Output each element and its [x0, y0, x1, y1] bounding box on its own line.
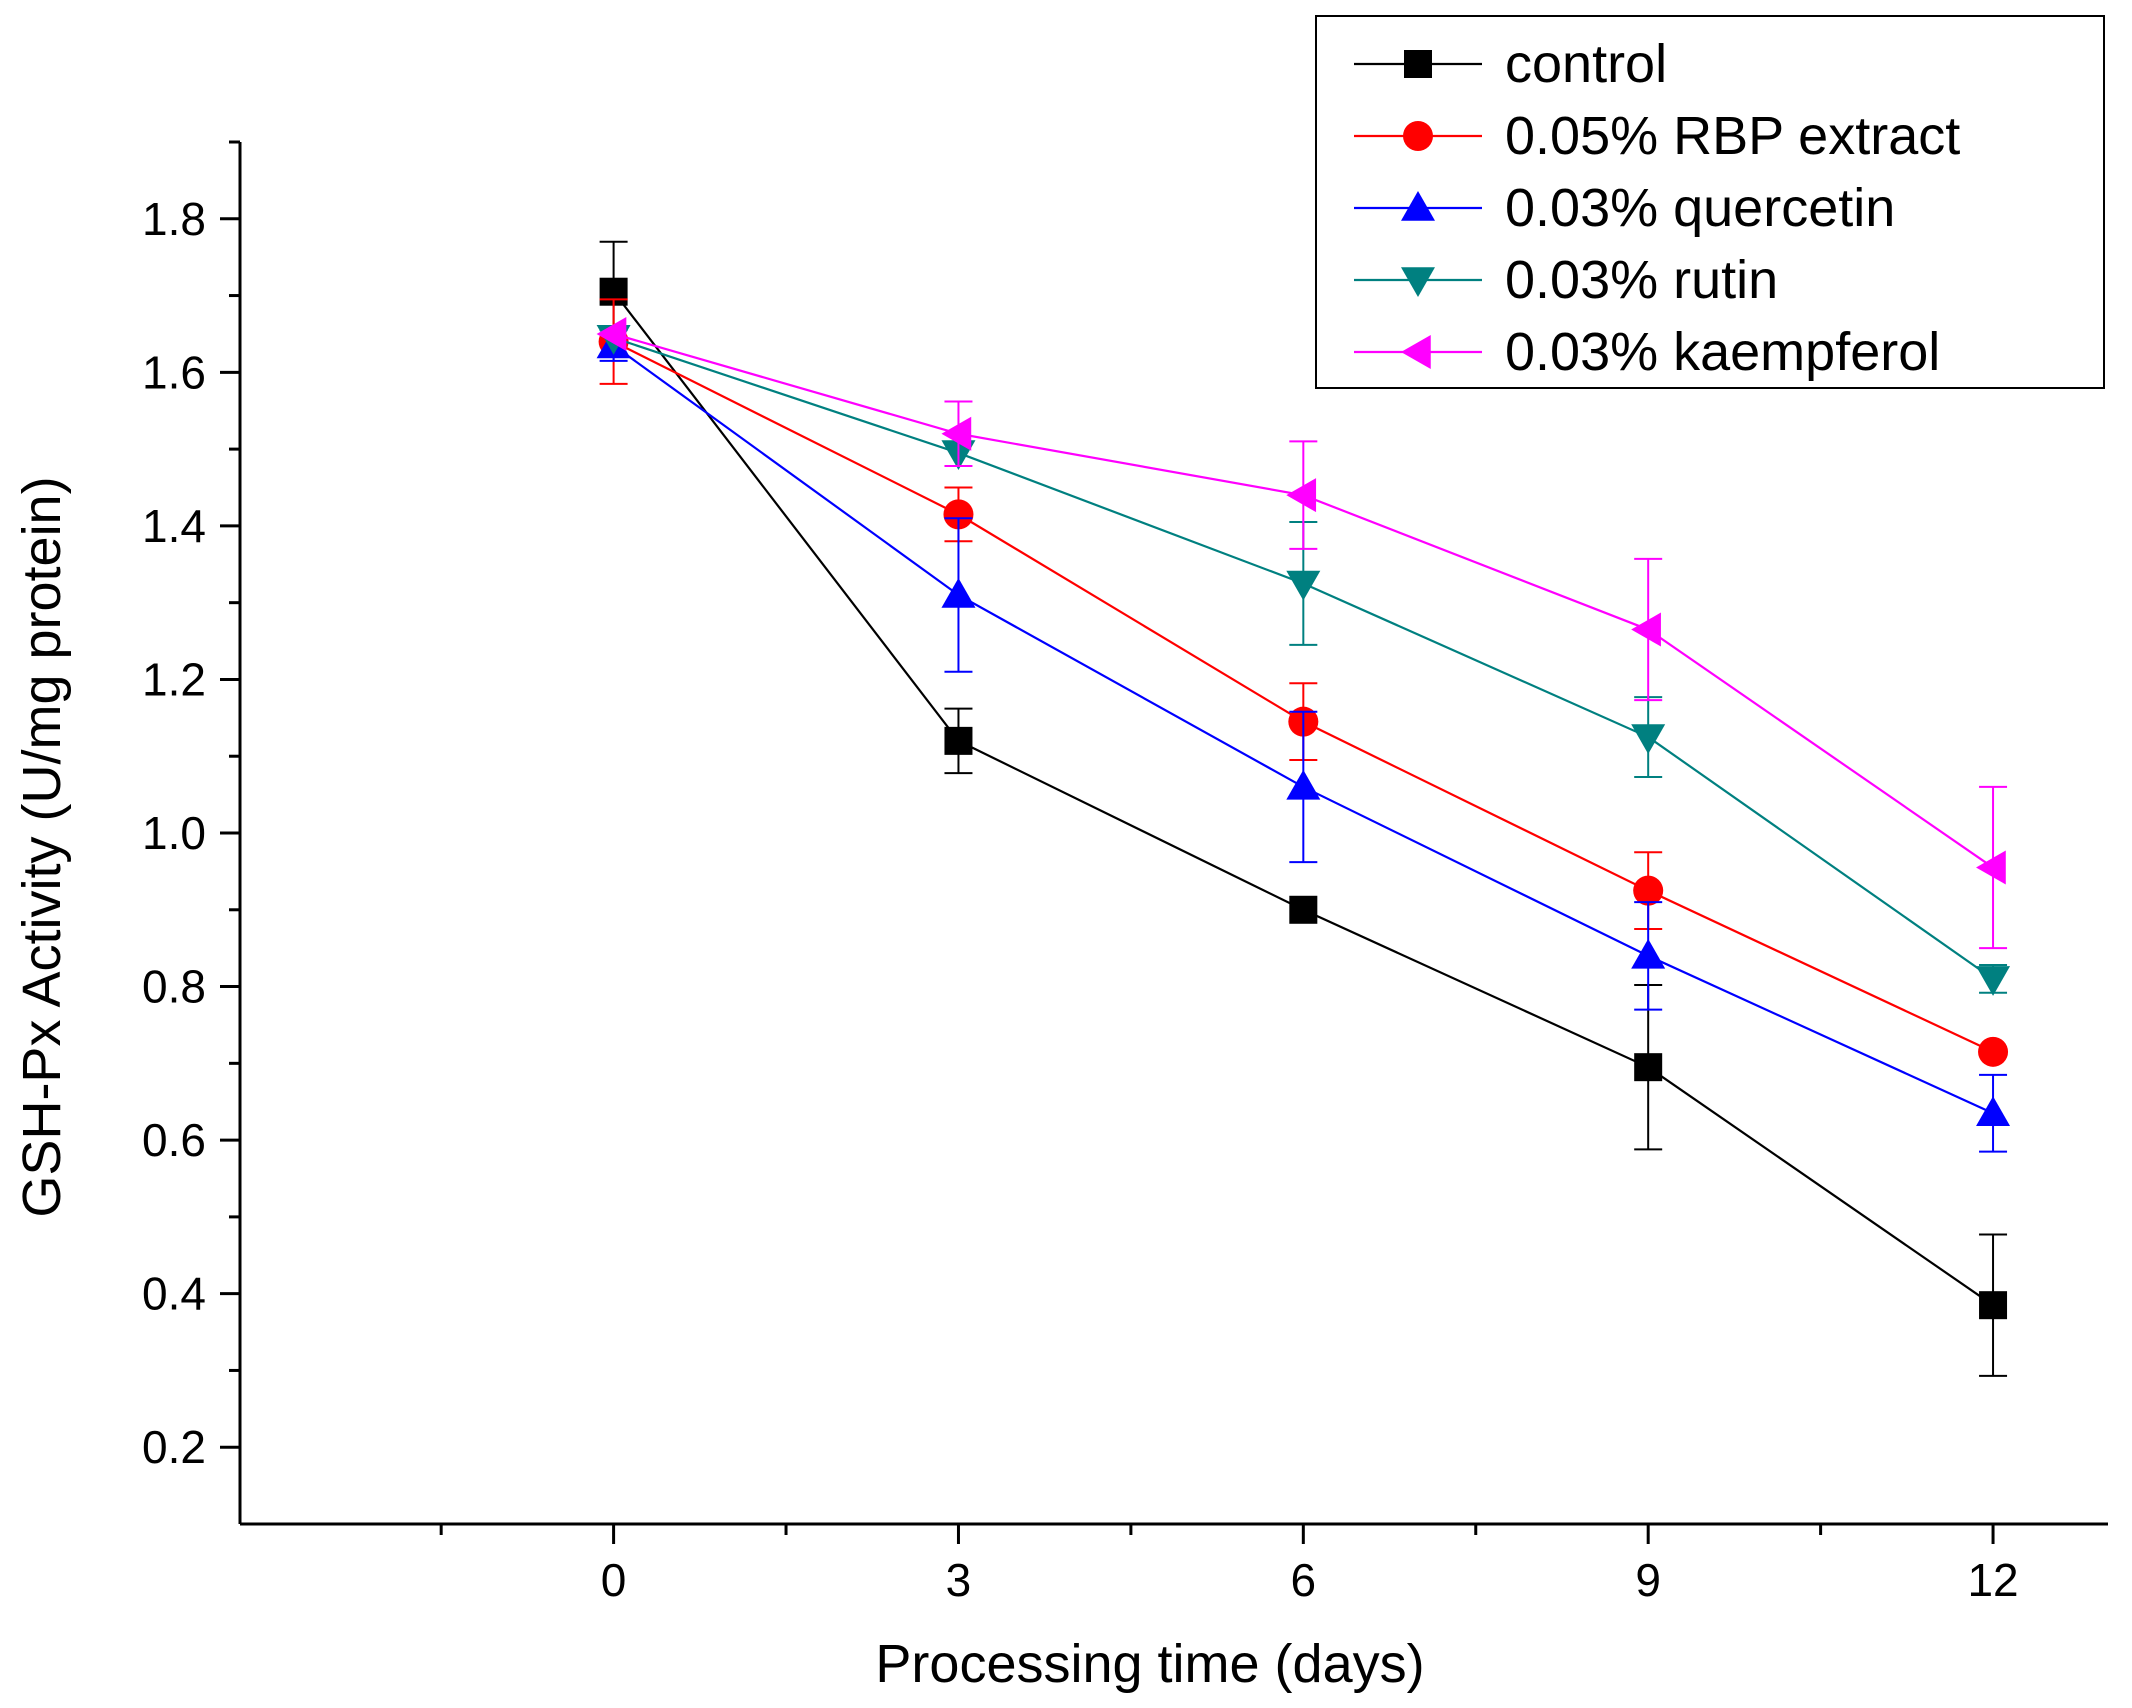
legend-label-rutin: 0.03% rutin — [1505, 250, 1778, 310]
data-point — [944, 726, 973, 755]
legend: control 0.05% RBP extract 0.03% querceti… — [1315, 15, 2105, 389]
data-point — [1631, 724, 1666, 755]
legend-marker — [1404, 50, 1432, 78]
x-tick-label: 6 — [1291, 1554, 1317, 1606]
legend-label-quercetin: 0.03% quercetin — [1505, 178, 1895, 238]
legend-box — [1315, 15, 2105, 389]
series-3 — [596, 325, 2011, 996]
y-tick-label: 1.6 — [142, 346, 206, 398]
data-point — [1979, 1291, 2008, 1320]
y-axis-title: GSH-Px Activity (U/mg protein) — [12, 476, 72, 1217]
data-point — [1286, 570, 1321, 601]
data-point — [1286, 478, 1317, 513]
legend-marker — [1401, 267, 1435, 297]
legend-marker — [1401, 191, 1435, 221]
x-tick-label: 0 — [601, 1554, 627, 1606]
data-point — [941, 416, 972, 451]
data-point — [1289, 895, 1318, 924]
legend-label-control: control — [1505, 34, 1667, 94]
legend-marker — [1403, 121, 1433, 151]
series-4 — [596, 316, 2008, 950]
data-point — [1976, 1096, 2011, 1126]
plot-area: 0 3 6 9 12 0.2 0.4 0.6 0.8 1.0 1.2 1.4 1.6 1.8 — [142, 140, 2108, 1606]
y-tick-label: 0.2 — [142, 1421, 206, 1473]
y-tick-label: 1.0 — [142, 807, 206, 859]
x-tick-label: 12 — [1967, 1554, 2018, 1606]
data-point — [596, 316, 627, 351]
series-line — [613, 336, 1994, 980]
data-point — [941, 577, 976, 608]
y-tick-label: 0.6 — [142, 1114, 206, 1166]
legend-marker — [1401, 335, 1431, 369]
data-point — [1633, 875, 1664, 906]
data-point — [943, 499, 974, 530]
data-point — [1631, 938, 1666, 969]
data-point — [1634, 1053, 1663, 1082]
y-tick-label: 1.4 — [142, 500, 206, 552]
x-axis-title: Processing time (days) — [875, 1634, 1424, 1694]
data-point — [1978, 1036, 2009, 1067]
legend-label-kaempferol: 0.03% kaempferol — [1505, 322, 1940, 382]
data-point — [1631, 612, 1661, 647]
series-1 — [598, 298, 2009, 1067]
y-tick-label: 0.4 — [142, 1268, 206, 1320]
y-tick-label: 1.2 — [142, 653, 206, 705]
data-point — [1286, 769, 1321, 800]
x-tick-label: 9 — [1635, 1554, 1661, 1606]
y-tick-label: 0.8 — [142, 961, 206, 1013]
data-point — [1976, 966, 2011, 996]
data-point — [1976, 850, 2006, 885]
legend-label-rbp-extract: 0.05% RBP extract — [1505, 106, 1960, 166]
y-tick-label: 1.8 — [142, 193, 206, 245]
x-tick-label: 3 — [946, 1554, 972, 1606]
